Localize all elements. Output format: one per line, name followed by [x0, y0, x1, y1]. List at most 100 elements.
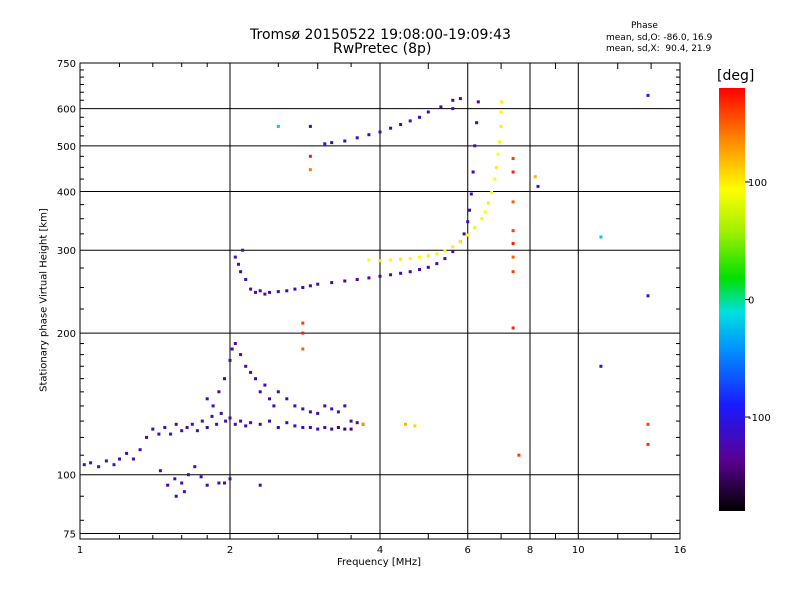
- data-point: [413, 424, 417, 428]
- y-tick-label: 300: [57, 246, 76, 257]
- data-point: [285, 421, 289, 425]
- data-point: [241, 248, 245, 252]
- colorbar-ticks: 100 0 -100: [745, 178, 771, 424]
- data-point: [173, 477, 177, 481]
- data-point: [205, 426, 209, 429]
- data-point: [408, 270, 412, 274]
- y-tick-label: 750: [57, 59, 76, 70]
- data-point: [494, 165, 498, 169]
- data-point: [511, 255, 515, 259]
- y-tick-label: 100: [57, 471, 76, 482]
- data-point: [223, 377, 226, 381]
- data-point: [323, 426, 327, 429]
- data-point: [131, 457, 135, 461]
- data-point: [228, 477, 232, 481]
- x-tick-label: 8: [527, 545, 533, 556]
- data-point: [263, 383, 267, 387]
- colorbar: [719, 88, 745, 511]
- colorbar-tick-label: -100: [748, 413, 771, 424]
- data-point: [499, 124, 503, 128]
- data-point: [186, 473, 190, 477]
- data-point: [399, 257, 403, 261]
- data-point: [517, 453, 521, 457]
- colorbar-unit-label: [deg]: [717, 68, 755, 84]
- data-point: [301, 407, 305, 411]
- data-point: [355, 278, 359, 281]
- data-point: [443, 257, 447, 261]
- data-point: [483, 210, 487, 214]
- data-point: [404, 422, 407, 426]
- data-point: [511, 229, 515, 233]
- data-point: [254, 377, 257, 381]
- data-point: [185, 426, 189, 429]
- data-point: [258, 422, 262, 426]
- data-point: [646, 422, 650, 426]
- data-point: [646, 93, 650, 97]
- data-point: [451, 245, 455, 249]
- data-point: [378, 259, 382, 263]
- data-point: [336, 410, 340, 414]
- data-point: [511, 170, 515, 174]
- data-point: [399, 123, 403, 126]
- data-point: [418, 115, 421, 119]
- data-point: [349, 419, 353, 423]
- data-point: [511, 326, 515, 330]
- data-point: [199, 475, 203, 479]
- data-point: [533, 175, 537, 179]
- data-point: [249, 370, 253, 374]
- data-point: [349, 427, 353, 431]
- data-point: [228, 358, 232, 362]
- data-point: [599, 364, 603, 368]
- data-point: [244, 278, 248, 281]
- data-point: [599, 235, 603, 239]
- x-axis-label: Frequency [MHz]: [337, 557, 422, 568]
- data-point: [195, 429, 199, 433]
- phase-stats-o: mean, sd,O: -86.0, 16.9: [606, 33, 713, 43]
- data-point: [466, 220, 470, 224]
- data-point: [268, 290, 271, 294]
- data-point: [249, 287, 253, 291]
- data-point: [145, 435, 148, 439]
- data-point: [301, 347, 305, 351]
- data-point: [426, 265, 430, 269]
- data-point: [496, 152, 500, 156]
- data-point: [104, 459, 108, 463]
- data-point: [330, 407, 334, 411]
- phase-stats-title: Phase: [631, 21, 658, 31]
- data-point: [511, 270, 515, 274]
- data-point: [258, 390, 262, 394]
- data-point: [408, 119, 412, 123]
- data-point: [233, 255, 237, 259]
- data-point: [180, 429, 184, 433]
- data-point: [343, 404, 347, 408]
- colorbar-tick-label: 0: [748, 296, 754, 307]
- y-tick-label: 400: [57, 187, 76, 198]
- data-point: [268, 419, 271, 423]
- data-point: [323, 142, 327, 146]
- data-point: [439, 105, 443, 109]
- data-point: [389, 273, 393, 277]
- data-point: [258, 289, 262, 293]
- phase-stats-x: mean, sd,X: 90.4, 21.9: [606, 44, 712, 54]
- data-point: [462, 232, 466, 236]
- data-point: [323, 404, 327, 408]
- data-point: [458, 97, 462, 101]
- data-point: [330, 281, 334, 285]
- data-point: [471, 170, 475, 174]
- data-point: [378, 130, 382, 134]
- data-point: [293, 424, 297, 428]
- data-point: [308, 410, 312, 414]
- x-tick-label: 10: [572, 545, 585, 556]
- data-point: [486, 201, 490, 205]
- data-point: [473, 144, 477, 148]
- data-point: [97, 465, 101, 469]
- data-point: [499, 110, 503, 114]
- data-point: [230, 347, 234, 351]
- data-point: [112, 463, 116, 467]
- data-point: [205, 483, 209, 487]
- data-point: [151, 427, 155, 431]
- data-point: [193, 465, 197, 469]
- data-point: [500, 100, 504, 104]
- data-point: [254, 290, 257, 294]
- data-point: [511, 200, 515, 204]
